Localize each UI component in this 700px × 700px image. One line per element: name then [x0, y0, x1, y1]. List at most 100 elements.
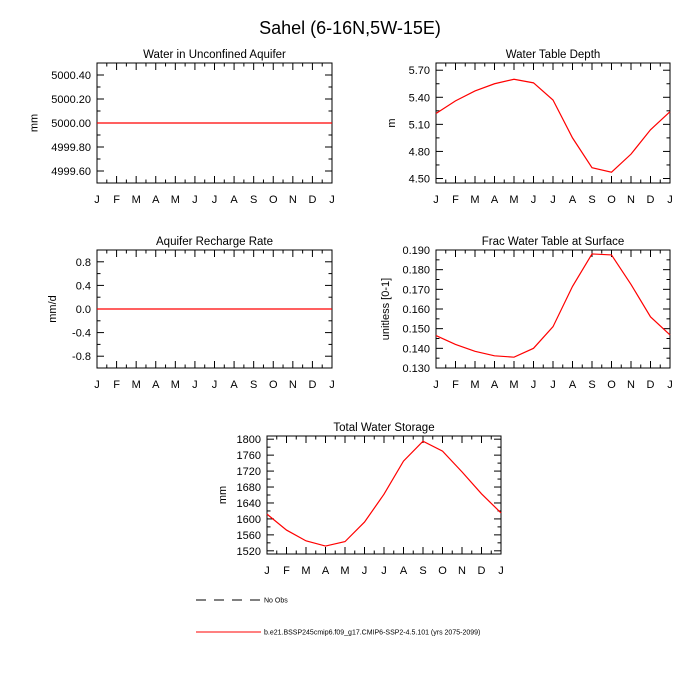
x-tick-label: N [627, 194, 635, 206]
x-tick-label: J [667, 379, 673, 391]
x-tick-label: D [308, 194, 316, 206]
x-tick-label: M [171, 379, 180, 391]
y-tick-label: 4999.80 [51, 142, 91, 154]
y-tick-label: 0.170 [402, 284, 430, 296]
y-axis-label: mm [217, 486, 229, 504]
y-tick-label: 0.190 [402, 245, 430, 257]
y-tick-label: 1600 [237, 514, 261, 526]
y-tick-label: 1640 [237, 498, 261, 510]
x-tick-label: F [452, 194, 459, 206]
x-tick-label: J [498, 565, 504, 577]
x-tick-label: J [192, 194, 198, 206]
x-tick-label: A [230, 379, 238, 391]
y-tick-label: -0.4 [72, 328, 91, 340]
x-tick-label: A [491, 194, 499, 206]
x-tick-label: J [433, 379, 439, 391]
x-tick-label: J [550, 194, 556, 206]
x-tick-label: J [667, 194, 673, 206]
x-tick-label: F [283, 565, 290, 577]
y-tick-label: 5.10 [409, 119, 430, 131]
y-tick-label: 0.4 [76, 280, 91, 292]
x-tick-label: M [171, 194, 180, 206]
chart-title: Aquifer Recharge Rate [156, 236, 273, 248]
y-tick-label: 4.80 [409, 146, 430, 158]
x-tick-label: D [478, 565, 486, 577]
y-tick-label: 1760 [237, 450, 261, 462]
x-tick-label: S [588, 379, 595, 391]
x-tick-label: J [212, 194, 218, 206]
y-axis-label: unitless [0-1] [380, 278, 392, 340]
y-tick-label: 4.50 [409, 173, 430, 185]
x-tick-label: D [647, 194, 655, 206]
series-line [435, 253, 671, 358]
x-tick-label: F [452, 379, 459, 391]
y-axis-label: m [386, 118, 398, 127]
x-tick-label: D [308, 379, 316, 391]
legend: No Obs b.e21.BSSP245cmip6.f09_g17.CMIP6-… [196, 598, 480, 637]
y-axis-label: mm/d [47, 295, 59, 323]
x-tick-label: J [94, 194, 100, 206]
x-tick-label: J [264, 565, 270, 577]
x-tick-label: J [329, 194, 335, 206]
y-tick-label: 1680 [237, 482, 261, 494]
x-tick-label: N [627, 379, 635, 391]
chart-title: Frac Water Table at Surface [482, 236, 625, 248]
x-tick-label: S [250, 194, 257, 206]
x-tick-label: M [132, 379, 141, 391]
y-tick-label: 1800 [237, 434, 261, 446]
y-tick-label: -0.8 [72, 351, 91, 363]
y-tick-label: 0.8 [76, 257, 91, 269]
x-tick-label: M [301, 565, 310, 577]
y-tick-label: 4999.60 [51, 166, 91, 178]
x-tick-label: O [607, 379, 616, 391]
x-tick-label: M [132, 194, 141, 206]
x-tick-label: J [381, 565, 387, 577]
chart-title: Water in Unconfined Aquifer [143, 49, 286, 61]
figure-title: Sahel (6-16N,5W-15E) [259, 18, 441, 38]
x-tick-label: O [269, 194, 278, 206]
y-axis-label: mm [29, 114, 41, 132]
x-tick-label: J [94, 379, 100, 391]
x-tick-label: F [113, 194, 120, 206]
x-tick-label: M [509, 379, 518, 391]
series-line [266, 440, 502, 547]
x-tick-label: N [289, 379, 297, 391]
y-tick-label: 5000.40 [51, 70, 91, 82]
y-tick-label: 5.70 [409, 65, 430, 77]
x-tick-label: A [400, 565, 408, 577]
x-tick-label: J [550, 379, 556, 391]
x-tick-label: O [269, 379, 278, 391]
x-tick-label: A [152, 194, 160, 206]
x-tick-label: A [491, 379, 499, 391]
x-tick-label: S [588, 194, 595, 206]
x-tick-label: D [647, 379, 655, 391]
x-tick-label: O [607, 194, 616, 206]
y-tick-label: 0.0 [76, 304, 91, 316]
plot-frame [435, 62, 671, 184]
legend-model-label: b.e21.BSSP245cmip6.f09_g17.CMIP6-SSP2-4.… [264, 630, 480, 637]
x-tick-label: M [340, 565, 349, 577]
x-tick-label: S [250, 379, 257, 391]
y-tick-label: 0.180 [402, 265, 430, 277]
y-tick-label: 1520 [237, 546, 261, 558]
x-tick-label: J [531, 379, 537, 391]
x-tick-label: M [470, 194, 479, 206]
x-tick-label: M [509, 194, 518, 206]
series-line [435, 78, 671, 173]
y-tick-label: 5.40 [409, 92, 430, 104]
x-tick-label: S [419, 565, 426, 577]
y-tick-label: 1720 [237, 466, 261, 478]
chart-title: Water Table Depth [506, 49, 601, 61]
x-tick-label: A [152, 379, 160, 391]
x-tick-label: J [362, 565, 368, 577]
y-tick-label: 5000.00 [51, 118, 91, 130]
chart-title: Total Water Storage [333, 422, 434, 434]
x-tick-label: N [458, 565, 466, 577]
